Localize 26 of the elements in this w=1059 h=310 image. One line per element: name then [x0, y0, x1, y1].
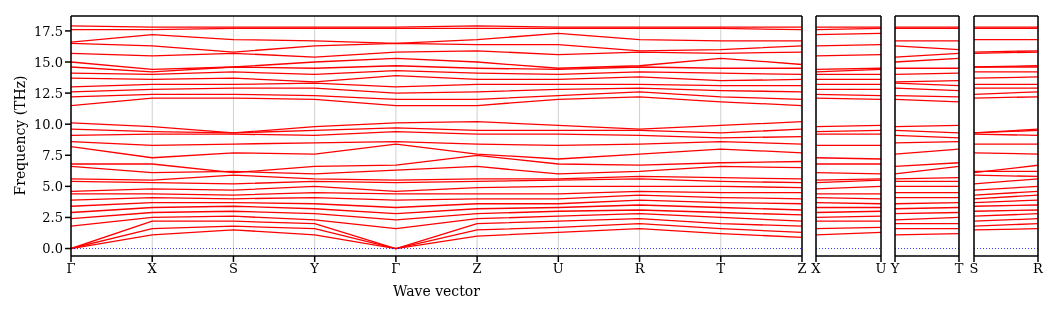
- x-tick-label: X: [811, 261, 822, 277]
- x-tick-label: T: [954, 261, 964, 277]
- y-tick-label: 7.5: [42, 147, 63, 163]
- x-tick-label: T: [716, 261, 726, 277]
- x-tick-label: Y: [889, 261, 900, 277]
- y-axis-title: Frequency (THz): [12, 75, 28, 196]
- y-tick-label: 12.5: [34, 85, 63, 101]
- y-tick-label: 15.0: [34, 54, 63, 70]
- x-tick-label: S: [969, 261, 979, 277]
- y-tick-label: 5.0: [42, 178, 63, 194]
- x-axis-title: Wave vector: [393, 283, 481, 299]
- y-tick-label: 0.0: [42, 241, 63, 257]
- x-tick-label: Z: [797, 261, 807, 277]
- x-tick-label: R: [1033, 261, 1045, 277]
- x-tick-label: R: [634, 261, 646, 277]
- x-tick-label: Z: [472, 261, 482, 277]
- x-tick-label: X: [147, 261, 158, 277]
- y-tick-label: 2.5: [42, 210, 63, 226]
- x-tick-label: U: [552, 261, 564, 277]
- x-tick-label: Γ: [391, 261, 401, 277]
- y-tick-label: 10.0: [34, 116, 63, 132]
- x-tick-label: Γ: [66, 261, 76, 277]
- x-tick-label: Y: [309, 261, 320, 277]
- y-tick-label: 17.5: [34, 23, 63, 39]
- x-tick-label: S: [228, 261, 238, 277]
- x-tick-label: U: [875, 261, 887, 277]
